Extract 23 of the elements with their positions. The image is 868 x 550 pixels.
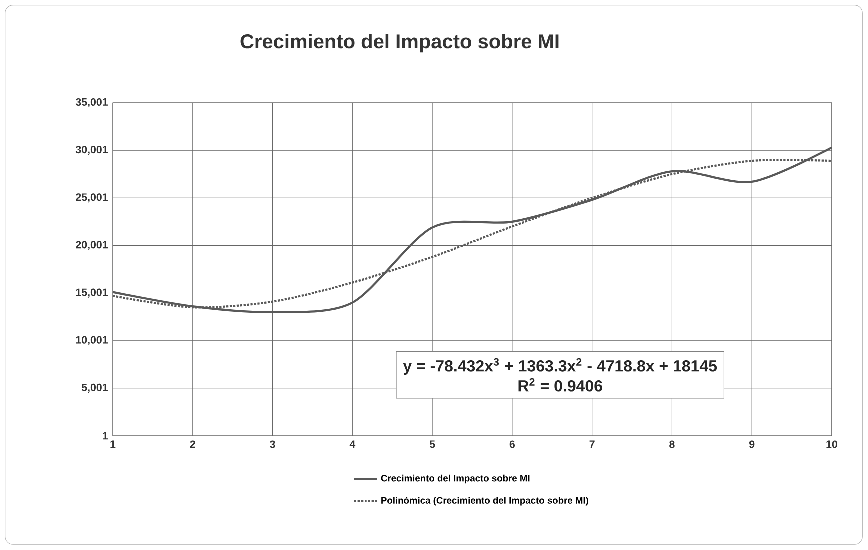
y-tick-label: 1 [103, 432, 108, 440]
x-tick-label: 1 [110, 440, 116, 448]
x-tick-label: 9 [750, 440, 755, 448]
x-tick-label: 4 [350, 440, 356, 448]
x-tick-label: 10 [826, 440, 838, 448]
x-tick-label: 2 [190, 440, 196, 448]
y-tick-label: 35,001 [76, 98, 108, 108]
annotation: y = -78.432x$^{3}$ + 1363.3x$^{2}$ - 4718.8x + 18145 [403, 358, 718, 375]
x-tick-label: 7 [590, 440, 595, 448]
y-tick-label: 15,001 [76, 288, 108, 298]
y-tick-label: 25,001 [76, 194, 108, 203]
chart-title: Crecimiento del Impacto sobre MI [240, 34, 559, 53]
legend-label: Polinómica (Crecimiento del Impacto sobre MI) [382, 496, 588, 506]
y-tick-label: 20,001 [76, 241, 108, 250]
y-tick-label: 30,001 [76, 146, 108, 156]
annotation: R$^{2}$ = 0.9406 [518, 378, 602, 392]
x-tick-label: 3 [270, 440, 276, 448]
y-tick-label: 10,001 [76, 336, 108, 346]
y-tick-label: 5,001 [82, 384, 108, 393]
x-tick-label: 5 [430, 440, 436, 448]
x-tick-label: 6 [510, 440, 516, 448]
x-tick-label: 8 [670, 440, 675, 448]
legend-label: Crecimiento del Impacto sobre MI [381, 474, 530, 484]
